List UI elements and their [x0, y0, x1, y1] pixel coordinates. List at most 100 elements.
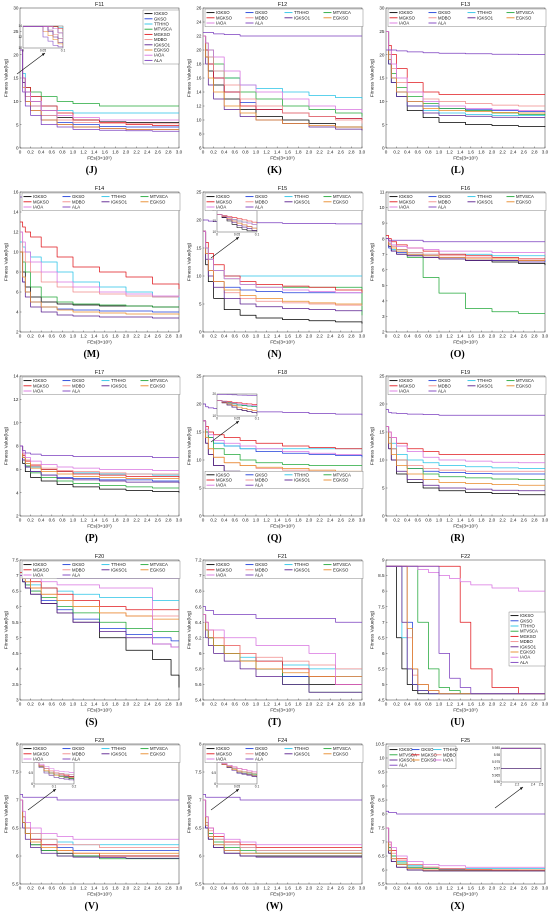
x-tick-label: 0.6 — [232, 702, 239, 707]
x-tick-label: 0.8 — [425, 518, 432, 523]
y-tick-label: 20 — [196, 402, 202, 407]
x-tick-label: 2.0 — [306, 886, 313, 891]
legend-entry: IGKSO1 — [294, 199, 311, 204]
x-tick-label: 0.2 — [393, 150, 400, 155]
legend: IGKSO GKSO TTHHO MTVSCA MGKSO MDBO IGKSO1 EGKSO… — [21, 560, 181, 579]
y-tick-label: 8 — [16, 270, 19, 275]
legend-entry: MDBO — [255, 478, 269, 483]
y-tick-label: 18 — [196, 62, 202, 67]
chart-panel-f21: 5.4 5.6 5.8 6 6.2 6.4 6.6 6.8 7 7.2 0 0.2 0.4 0.6 0.8 1… — [183, 552, 366, 736]
x-tick-label: 1.2 — [446, 886, 453, 891]
x-tick-label: 3.0 — [542, 334, 549, 339]
legend-entry: IGKSO — [399, 194, 413, 199]
x-tick-label: 2.8 — [531, 150, 538, 155]
inset-line-ala — [23, 26, 63, 48]
x-tick-label: 0.2 — [210, 702, 217, 707]
inset-x-tick: 0.1 — [255, 417, 260, 421]
legend-entry: ALA — [72, 573, 80, 578]
x-tick-label: 1.8 — [295, 886, 302, 891]
x-tick-label: 0.4 — [221, 518, 228, 523]
series-line-iaoa — [386, 238, 546, 255]
legend-entry: GKSO — [154, 16, 167, 21]
y-tick-label: 8 — [199, 742, 202, 747]
legend-entry: IGKSO1 — [294, 751, 311, 756]
series-line-mgkso — [203, 420, 362, 450]
legend: IGKSO GKSO TTHHO MTVSCA MGKSO MDBO IGKSO1 EGKSO… — [204, 471, 364, 489]
panel-label: (N) — [267, 349, 282, 360]
chart-panel-f12: 6 8 10 12 14 16 18 20 22 24 26 0 0.2 0.4 0.6 0.8 1.0 1.2 1… — [183, 0, 366, 184]
legend-entry: IGKSO1 — [111, 567, 128, 572]
y-tick-label: 7.5 — [195, 770, 202, 775]
y-tick-label: 8 — [199, 132, 202, 137]
x-tick-label: 2.0 — [306, 150, 313, 155]
legend-entry: IGKSO — [216, 562, 230, 567]
chart-panel-f15: 0 5 10 15 20 25 0 0.2 0.4 0.6 0.8 1.0 1.2 1.4 1.6 1.8 2.… — [183, 184, 366, 368]
x-tick-label: 1.6 — [102, 702, 109, 707]
panel-label: (U) — [450, 717, 465, 728]
series-lines — [386, 30, 546, 127]
series-lines — [20, 445, 180, 493]
legend-entry: TTHHO — [294, 562, 309, 567]
x-tick-label: 2.6 — [521, 334, 528, 339]
series-lines — [203, 32, 363, 131]
legend-entry: EGKSO — [516, 199, 532, 204]
x-tick-label: 3.0 — [542, 150, 549, 155]
x-tick-label: 1.4 — [91, 150, 98, 155]
chart-title: F16 — [461, 186, 470, 192]
inset-x-tick: 2.5 — [539, 783, 544, 787]
x-axis-label: FEs(3×10⁵) — [453, 340, 478, 346]
legend-entry: GKSO — [72, 562, 85, 567]
x-tick-label: 2.4 — [510, 518, 517, 523]
y-tick-label: 6 — [16, 854, 19, 859]
x-tick-label: 0.8 — [59, 518, 66, 523]
inset-y-tick: 15 — [212, 219, 216, 223]
x-tick-label: 0 — [202, 334, 205, 339]
y-tick-label: 16 — [196, 76, 202, 81]
legend: IGKSO GKSO TTHHO MTVSCA MGKSO MDBO IGKSO1 EGKSO… — [21, 192, 181, 211]
inset-line-ala — [217, 394, 257, 396]
chart-panel-f20: 3 3.5 4 4.5 5 5.5 6 6.5 7 7.5 0 0.2 0.4 0.6 0.8 1.0 1.2 1… — [0, 552, 183, 736]
legend-entry: IGKSO — [216, 194, 230, 199]
y-tick-label: 5 — [199, 302, 202, 307]
y-tick-label: 14 — [196, 90, 202, 95]
panel-label: (R) — [450, 533, 465, 544]
series-line-mtvsca — [20, 251, 179, 308]
y-tick-label: 0 — [16, 146, 19, 151]
inset-x-tick: 0.1 — [61, 49, 66, 53]
chart-title: F23 — [95, 738, 104, 744]
y-tick-label: 10 — [379, 458, 385, 463]
series-line-egkso — [203, 420, 362, 472]
inset-x-tick: 2.4 — [531, 783, 536, 787]
x-tick-label: 0.2 — [210, 334, 217, 339]
y-tick-label: 6 — [199, 854, 202, 859]
x-tick-label: 0 — [385, 334, 388, 339]
x-tick-label: 2.6 — [155, 518, 162, 523]
y-tick-label: 5 — [16, 635, 19, 640]
x-tick-label: 2.2 — [316, 518, 323, 523]
legend-entry: EGKSO — [333, 199, 349, 204]
chart-title: F20 — [95, 554, 104, 560]
y-tick-label: 9 — [382, 221, 385, 226]
x-axis-label: FEs(3×10⁵) — [453, 156, 478, 162]
x-tick-label: 0.6 — [49, 334, 56, 339]
legend-entry: IGKSO — [399, 378, 413, 383]
inset-x-tick: 0 — [22, 49, 24, 53]
y-tick-label: 15 — [196, 430, 202, 435]
y-tick-label: 6.5 — [12, 826, 19, 831]
legend-entry: ALA — [438, 21, 446, 26]
x-tick-label: 2.4 — [144, 150, 151, 155]
legend-box — [387, 8, 547, 27]
chart-svg: 0 5 10 15 20 25 30 0 0.2 0.4 0.6 0.8 1.0 1.2 1.4 1.6 1.8… — [370, 2, 549, 162]
chart-panel-f18: 0 5 10 15 20 25 0 0.2 0.4 0.6 0.8 1.0 1.2 1.4 1.6 1.8 2.… — [183, 368, 366, 552]
legend-box — [204, 8, 364, 27]
chart-title: F14 — [95, 186, 104, 192]
y-tick-label: 5 — [16, 122, 19, 127]
legend-entry: MGKSO — [216, 478, 233, 483]
legend: IGKSO GKSO TTHHO MTVSCA MGKSO MDBO IGKSO1 EGKSO… — [204, 192, 364, 211]
chart-svg: 0 5 10 15 20 25 0 0.2 0.4 0.6 0.8 1.0 1.2 1.4 1.6 1.8 2.… — [187, 186, 366, 345]
x-tick-label: 1.8 — [478, 702, 485, 707]
legend-entry: MGKSO — [216, 15, 233, 20]
y-tick-label: 5 — [199, 486, 202, 491]
x-tick-label: 2.4 — [327, 886, 334, 891]
y-tick-label: 6.5 — [378, 635, 385, 640]
